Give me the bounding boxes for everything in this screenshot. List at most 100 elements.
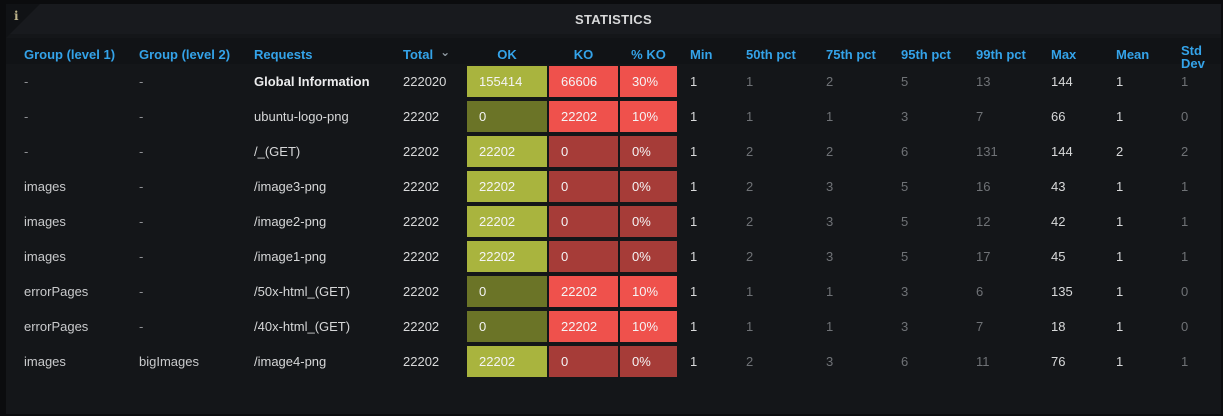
cell-95th-pct: 5 [901,249,909,264]
cell-group-level-2: - [139,214,144,229]
info-icon[interactable]: i [14,9,19,23]
cell-mean: 1 [1116,109,1124,124]
cell-95th-pct: 6 [901,354,909,369]
cell-mean: 1 [1116,179,1124,194]
cell-group-level-1: - [24,144,29,159]
cell-ok-count-badge: 22202 [467,206,547,237]
col-header-requests[interactable]: Requests [254,46,313,62]
cell-ko-count-badge: 0 [549,346,618,377]
cell-pct-ko-badge: 10% [620,101,677,132]
cell-mean: 1 [1116,74,1124,89]
cell-50th-pct: 2 [746,144,754,159]
sort-chevron-down-icon[interactable]: ⌄ [440,45,451,59]
cell-mean: 1 [1116,284,1124,299]
col-header-ok[interactable]: OK [497,46,517,62]
cell-min: 1 [690,284,698,299]
cell-total: 22202 [403,354,440,369]
cell-max: 42 [1051,214,1066,229]
cell-max: 66 [1051,109,1066,124]
cell-group-level-2: bigImages [139,354,199,369]
cell-group-level-2: - [139,74,144,89]
col-header-group2[interactable]: Group (level 2) [139,46,231,62]
cell-ko-count-badge: 0 [549,206,618,237]
cell-mean: 1 [1116,214,1124,229]
cell-std-dev: 0 [1181,109,1189,124]
cell-50th-pct: 1 [746,319,754,334]
col-header-99th-pct[interactable]: 99th pct [976,46,1026,62]
panel-title-bar[interactable]: STATISTICS [6,4,1221,34]
cell-75th-pct: 1 [826,319,834,334]
col-header-min[interactable]: Min [690,46,713,62]
cell-ok-count-badge: 22202 [467,171,547,202]
cell-ok-count-badge: 0 [467,276,547,307]
cell-request-name: /50x-html_(GET) [254,284,351,299]
cell-std-dev: 1 [1181,249,1189,264]
col-header-std-dev[interactable]: Std Dev [1181,43,1205,71]
cell-99th-pct: 7 [976,319,984,334]
cell-group-level-2: - [139,144,144,159]
col-header-50th-pct[interactable]: 50th pct [746,46,796,62]
cell-95th-pct: 3 [901,284,909,299]
cell-min: 1 [690,319,698,334]
cell-ko-count-badge: 22202 [549,101,618,132]
cell-request-name: /image2-png [254,214,327,229]
cell-request-name: /image3-png [254,179,327,194]
cell-std-dev: 1 [1181,179,1189,194]
table-row: images bigImages /image4-png 22202 22202… [6,344,1221,379]
cell-request-name: /40x-html_(GET) [254,319,351,334]
cell-std-dev: 1 [1181,354,1189,369]
cell-95th-pct: 6 [901,144,909,159]
cell-75th-pct: 3 [826,249,834,264]
cell-99th-pct: 16 [976,179,991,194]
cell-std-dev: 0 [1181,319,1189,334]
cell-75th-pct: 1 [826,109,834,124]
table-row: - - /_(GET) 22202 22202 0 0% 1 2 2 6 131… [6,134,1221,169]
cell-50th-pct: 2 [746,214,754,229]
cell-ok-count-badge: 0 [467,311,547,342]
col-header-75th-pct[interactable]: 75th pct [826,46,876,62]
cell-min: 1 [690,214,698,229]
col-header-group1[interactable]: Group (level 1) [24,46,116,62]
cell-std-dev: 1 [1181,74,1189,89]
cell-group-level-1: errorPages [24,319,89,334]
col-header-total[interactable]: Total ⌄ [403,45,467,61]
table-row: images - /image1-png 22202 22202 0 0% 1 … [6,239,1221,274]
cell-group-level-1: - [24,109,29,124]
cell-max: 76 [1051,354,1066,369]
cell-mean: 1 [1116,354,1124,369]
cell-ok-count-badge: 22202 [467,241,547,272]
cell-50th-pct: 1 [746,109,754,124]
cell-ko-count-badge: 66606 [549,66,618,97]
cell-75th-pct: 3 [826,214,834,229]
col-header-ko[interactable]: KO [573,46,594,62]
table-header-row: Group (level 1) Group (level 2) Requests… [6,38,1221,70]
col-header-max[interactable]: Max [1051,46,1077,62]
cell-50th-pct: 2 [746,249,754,264]
col-header-95th-pct[interactable]: 95th pct [901,46,951,62]
cell-mean: 1 [1116,319,1124,334]
cell-group-level-2: - [139,284,144,299]
cell-group-level-1: - [24,74,29,89]
col-header-pct-ko[interactable]: % KO [631,46,666,62]
cell-95th-pct: 5 [901,214,909,229]
cell-ok-count-badge: 155414 [467,66,547,97]
table-row: errorPages - /40x-html_(GET) 22202 0 222… [6,309,1221,344]
cell-99th-pct: 12 [976,214,991,229]
cell-95th-pct: 3 [901,109,909,124]
statistics-panel: STATISTICS i Group (level 1) Group (leve… [6,4,1221,414]
cell-50th-pct: 2 [746,354,754,369]
cell-pct-ko-badge: 0% [620,346,677,377]
panel-info-corner[interactable] [6,4,40,38]
cell-total: 22202 [403,319,440,334]
cell-75th-pct: 2 [826,144,834,159]
cell-group-level-2: - [139,179,144,194]
table-row: - - ubuntu-logo-png 22202 0 22202 10% 1 … [6,99,1221,134]
cell-group-level-1: images [24,354,66,369]
cell-95th-pct: 3 [901,319,909,334]
cell-group-level-1: errorPages [24,284,89,299]
cell-max: 43 [1051,179,1066,194]
panel-title: STATISTICS [575,11,652,27]
col-header-mean[interactable]: Mean [1116,46,1150,62]
cell-std-dev: 1 [1181,214,1189,229]
cell-group-level-1: images [24,214,66,229]
